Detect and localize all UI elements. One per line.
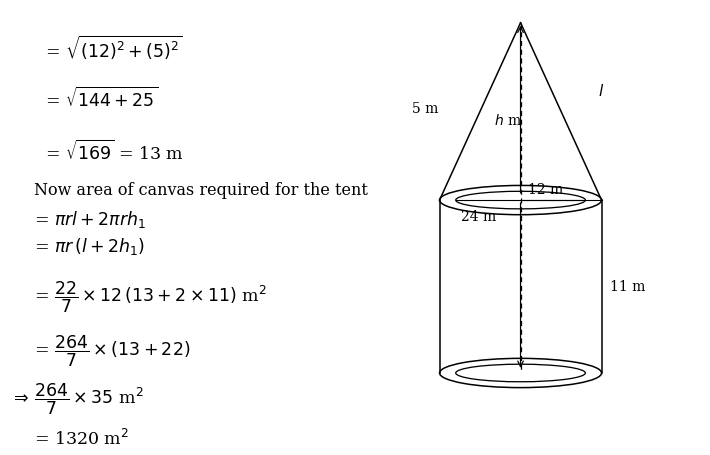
Text: = 1320 m$^2$: = 1320 m$^2$ <box>35 429 129 449</box>
Text: = $\sqrt{169}$ = 13 m: = $\sqrt{169}$ = 13 m <box>45 140 184 164</box>
Text: 24 m: 24 m <box>461 210 496 224</box>
Text: 5 m: 5 m <box>412 102 438 116</box>
Text: = $\sqrt{(12)^2+(5)^2}$: = $\sqrt{(12)^2+(5)^2}$ <box>45 34 183 62</box>
Text: = $\pi r\,(l+2h_1)$: = $\pi r\,(l+2h_1)$ <box>35 236 146 257</box>
Text: = $\dfrac{264}{7}\times (13+22)$: = $\dfrac{264}{7}\times (13+22)$ <box>35 333 191 369</box>
Text: $\Rightarrow\,\dfrac{264}{7}\times 35$ m$^2$: $\Rightarrow\,\dfrac{264}{7}\times 35$ m… <box>10 382 143 417</box>
Text: $h$ m: $h$ m <box>494 113 523 128</box>
Text: = $\pi rl+2\pi rh_1$: = $\pi rl+2\pi rh_1$ <box>35 209 146 230</box>
Text: = $\dfrac{22}{7}\times 12\,(13+2\times 11)$ m$^2$: = $\dfrac{22}{7}\times 12\,(13+2\times 1… <box>35 280 267 315</box>
Text: = $\sqrt{144+25}$: = $\sqrt{144+25}$ <box>45 87 158 111</box>
Text: $l$: $l$ <box>598 83 604 100</box>
Text: Now area of canvas required for the tent: Now area of canvas required for the tent <box>35 182 368 199</box>
Text: 11 m: 11 m <box>610 279 645 293</box>
Text: 12 m: 12 m <box>528 183 563 197</box>
